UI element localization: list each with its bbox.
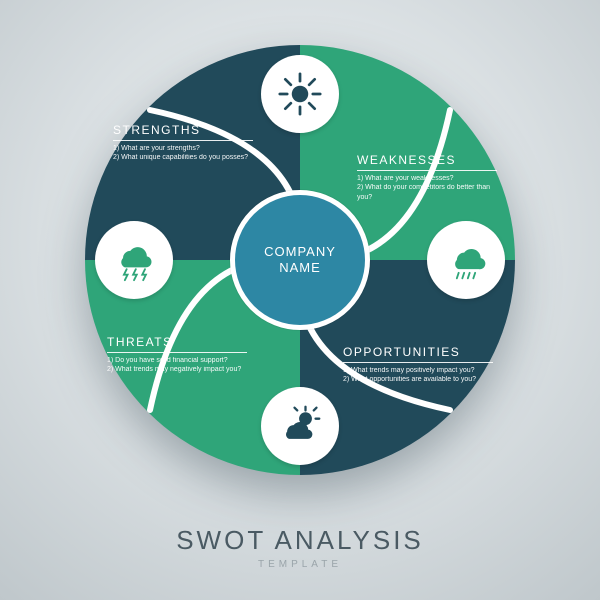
strengths-q2: 2) What unique capabilities do you posse… xyxy=(113,153,253,162)
hub-line2: NAME xyxy=(279,260,321,276)
opportunities-badge xyxy=(261,387,339,465)
opportunities-q1: 1) What trends may positively impact you… xyxy=(343,366,493,375)
opportunities-q2: 2) What opportunities are available to y… xyxy=(343,375,493,384)
sun-icon xyxy=(278,72,322,116)
threats-badge xyxy=(95,221,173,299)
strengths-badge xyxy=(261,55,339,133)
label-weaknesses: WEAKNESSES 1) What are your weaknesses? … xyxy=(357,153,497,202)
label-threats: THREATS 1) Do you have solid financial s… xyxy=(107,335,247,375)
strengths-title: STRENGTHS xyxy=(113,123,253,141)
footer-subtitle: TEMPLATE xyxy=(0,559,600,570)
weaknesses-title: WEAKNESSES xyxy=(357,153,497,171)
footer: SWOT ANALYSIS TEMPLATE xyxy=(0,525,600,570)
strengths-q1: 1) What are your strengths? xyxy=(113,144,253,153)
company-hub: COMPANY NAME xyxy=(230,190,370,330)
threats-title: THREATS xyxy=(107,335,247,353)
sun-cloud-icon xyxy=(278,404,322,448)
footer-title: SWOT ANALYSIS xyxy=(0,525,600,556)
swot-wheel: COMPANY NAME STRENGTHS 1) What are your … xyxy=(85,45,515,475)
threats-q2: 2) What trends may negatively impact you… xyxy=(107,365,247,374)
rain-cloud-icon xyxy=(444,238,488,282)
hub-line1: COMPANY xyxy=(264,244,336,260)
opportunities-title: OPPORTUNITIES xyxy=(343,345,493,363)
threats-q1: 1) Do you have solid financial support? xyxy=(107,356,247,365)
storm-cloud-icon xyxy=(112,238,156,282)
label-opportunities: OPPORTUNITIES 1) What trends may positiv… xyxy=(343,345,493,385)
weaknesses-q1: 1) What are your weaknesses? xyxy=(357,174,497,183)
weaknesses-q2: 2) What do your competitors do better th… xyxy=(357,183,497,202)
weaknesses-badge xyxy=(427,221,505,299)
label-strengths: STRENGTHS 1) What are your strengths? 2)… xyxy=(113,123,253,163)
